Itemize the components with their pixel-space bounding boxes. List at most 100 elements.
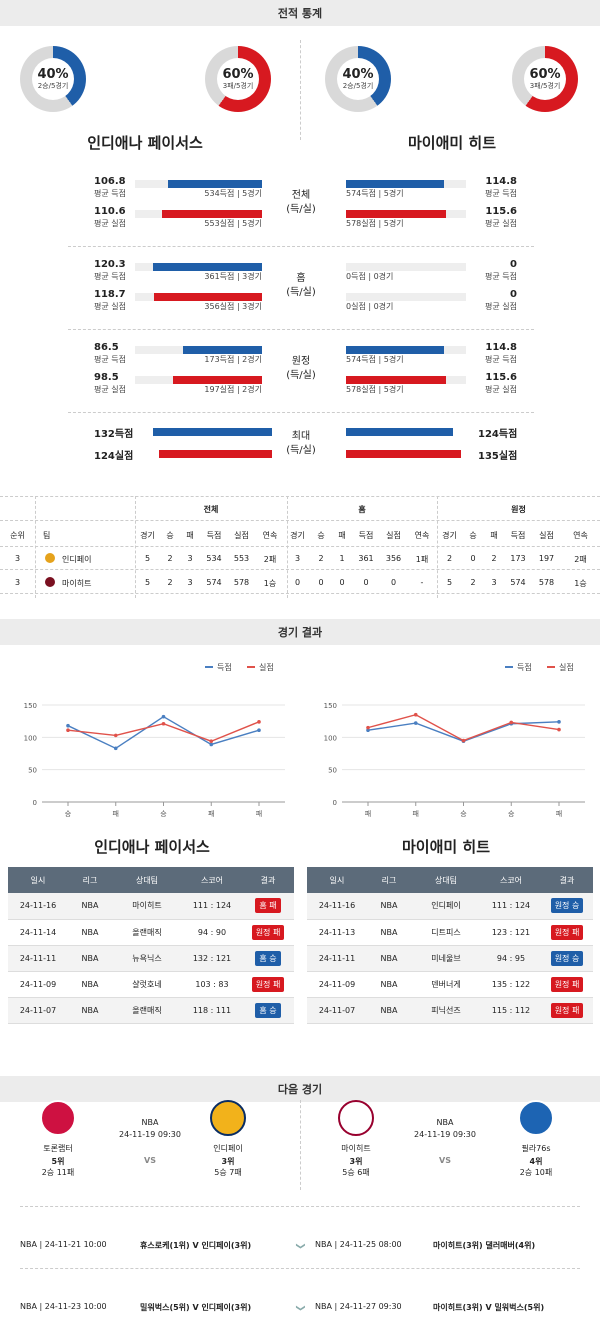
cell: 2패 bbox=[574, 555, 587, 564]
team-name: 필라76s bbox=[521, 1144, 551, 1153]
win-rate-donut: 40% 2승/5경기 bbox=[20, 46, 86, 112]
game-row: 24-11-16 NBA 인디페이 111 : 124 원정 승 bbox=[307, 893, 593, 920]
legend-conceded: 실점 bbox=[259, 662, 274, 672]
cell: 1승 bbox=[574, 579, 587, 588]
team-record: 5승 7패 bbox=[214, 1168, 242, 1177]
column-header: 일시 bbox=[307, 867, 367, 893]
column-header: 실점 bbox=[234, 531, 249, 540]
cell: 디트피스 bbox=[411, 919, 481, 946]
team-record: 2승 10패 bbox=[519, 1168, 553, 1177]
data-point bbox=[413, 712, 418, 717]
column-header: 리그 bbox=[68, 867, 112, 893]
section-title-results: 경기 결과 bbox=[0, 619, 600, 645]
upcoming-date: NBA | 24-11-21 10:00 bbox=[20, 1240, 107, 1249]
home-value: 118.7 bbox=[94, 289, 126, 300]
away-stat: 578실점 | 5경기 bbox=[346, 385, 404, 394]
cell: 원정 패 bbox=[242, 971, 294, 998]
column-header: 일시 bbox=[8, 867, 68, 893]
team-name: 인디페이 bbox=[62, 555, 92, 564]
home-bar bbox=[168, 180, 262, 188]
x-tick-label: 패 bbox=[208, 809, 214, 818]
column-header: 경기 bbox=[442, 531, 457, 540]
block-label: 홈 bbox=[296, 273, 306, 284]
y-tick-label: 100 bbox=[324, 734, 337, 742]
y-tick-label: 50 bbox=[28, 767, 37, 775]
block-label: 최대 bbox=[291, 431, 311, 442]
x-tick-label: 패 bbox=[365, 809, 371, 818]
result-badge: 원정 패 bbox=[550, 924, 584, 940]
home-value: 98.5 bbox=[94, 372, 119, 383]
home-team-title: 인디애나 페이서스 bbox=[87, 134, 203, 152]
divider bbox=[0, 593, 600, 594]
x-tick-label: 승 bbox=[65, 810, 72, 818]
y-tick-label: 100 bbox=[24, 734, 37, 742]
team-name: 마이히트 bbox=[341, 1144, 371, 1153]
upcoming-date: NBA | 24-11-27 09:30 bbox=[315, 1302, 402, 1311]
cell: 5 bbox=[446, 578, 453, 587]
cell: 2패 bbox=[263, 555, 277, 564]
away-bar bbox=[346, 428, 453, 436]
home-bar bbox=[158, 450, 272, 458]
result-badge: 홈 승 bbox=[255, 950, 281, 966]
column-header: 득점 bbox=[206, 531, 222, 540]
data-point bbox=[461, 738, 466, 743]
group-header: 원정 bbox=[511, 505, 526, 514]
home-value: 86.5 bbox=[94, 342, 119, 353]
cell: NBA bbox=[367, 997, 411, 1024]
game-row: 24-11-11 NBA 뉴욕닉스 132 : 121 홈 승 bbox=[8, 945, 294, 972]
cell: 3 bbox=[187, 554, 193, 563]
donut-subtext: 3패/5경기 bbox=[529, 81, 561, 90]
upcoming-match: 휴스로케(1위) V 인디페이(3위) bbox=[140, 1241, 252, 1250]
home-team-title-2: 인디애나 페이서스 bbox=[94, 838, 210, 856]
cell: NBA bbox=[367, 971, 411, 998]
x-tick-label: 패 bbox=[556, 809, 562, 818]
cell: 24-11-16 bbox=[307, 893, 367, 920]
data-point bbox=[366, 725, 370, 730]
team-rank: 3위 bbox=[349, 1157, 363, 1166]
cell: 356 bbox=[385, 554, 402, 563]
data-point bbox=[66, 723, 70, 728]
pacers-logo-icon bbox=[45, 553, 55, 563]
cell: 피닉선즈 bbox=[411, 997, 481, 1024]
home-bar bbox=[173, 376, 262, 384]
cell: 5 bbox=[144, 578, 151, 587]
column-header: 스코어 bbox=[182, 867, 242, 893]
column-header: 패 bbox=[490, 531, 498, 540]
upcoming-match: 마이히트(3위) 댈러매버(4위) bbox=[433, 1241, 536, 1250]
home-bar bbox=[154, 293, 262, 301]
cell: 24-11-09 bbox=[8, 971, 68, 998]
section-title-next: 다음 경기 bbox=[0, 1076, 600, 1102]
cell: 1승 bbox=[263, 579, 277, 588]
cell: 118 : 111 bbox=[182, 997, 242, 1024]
cell: 원정 패 bbox=[541, 997, 593, 1024]
cell: 올랜매직 bbox=[112, 997, 182, 1024]
game-row: 24-11-07 NBA 피닉선즈 115 : 112 원정 패 bbox=[307, 997, 593, 1024]
column-header: 팀 bbox=[43, 531, 51, 540]
line-chart: 득점 실점 0 50 100 150 승 패 승 패 패 bbox=[24, 662, 285, 818]
block-label: 원정 bbox=[291, 356, 311, 367]
cell: 111 : 124 bbox=[481, 893, 541, 920]
away-label: 평균 실점 bbox=[485, 219, 517, 228]
cell: 534 bbox=[206, 554, 222, 563]
data-point bbox=[257, 720, 261, 724]
cell: 뉴욕닉스 bbox=[112, 945, 182, 972]
cell: NBA bbox=[68, 919, 112, 946]
cell: 원정 승 bbox=[541, 945, 593, 972]
result-badge: 홈 패 bbox=[255, 898, 281, 914]
away-label: 평균 득점 bbox=[485, 189, 517, 198]
upcoming-date: NBA | 24-11-25 08:00 bbox=[315, 1240, 402, 1249]
cell: 24-11-16 bbox=[8, 893, 68, 920]
win-rate-donut: 60% 3패/5경기 bbox=[205, 46, 271, 112]
away-bar bbox=[346, 210, 446, 218]
cell: 132 : 121 bbox=[182, 945, 242, 972]
bar-track bbox=[346, 263, 466, 271]
team-logo-icon bbox=[518, 1100, 554, 1136]
divider bbox=[20, 1268, 580, 1269]
cell: 24-11-07 bbox=[8, 997, 68, 1024]
column-header: 상대팀 bbox=[112, 867, 182, 893]
away-label: 평균 득점 bbox=[485, 355, 517, 364]
x-tick-label: 승 bbox=[460, 810, 467, 818]
cell: 3 bbox=[14, 578, 21, 587]
cell: 24-11-07 bbox=[307, 997, 367, 1024]
team-record: 2승 11패 bbox=[41, 1168, 75, 1177]
